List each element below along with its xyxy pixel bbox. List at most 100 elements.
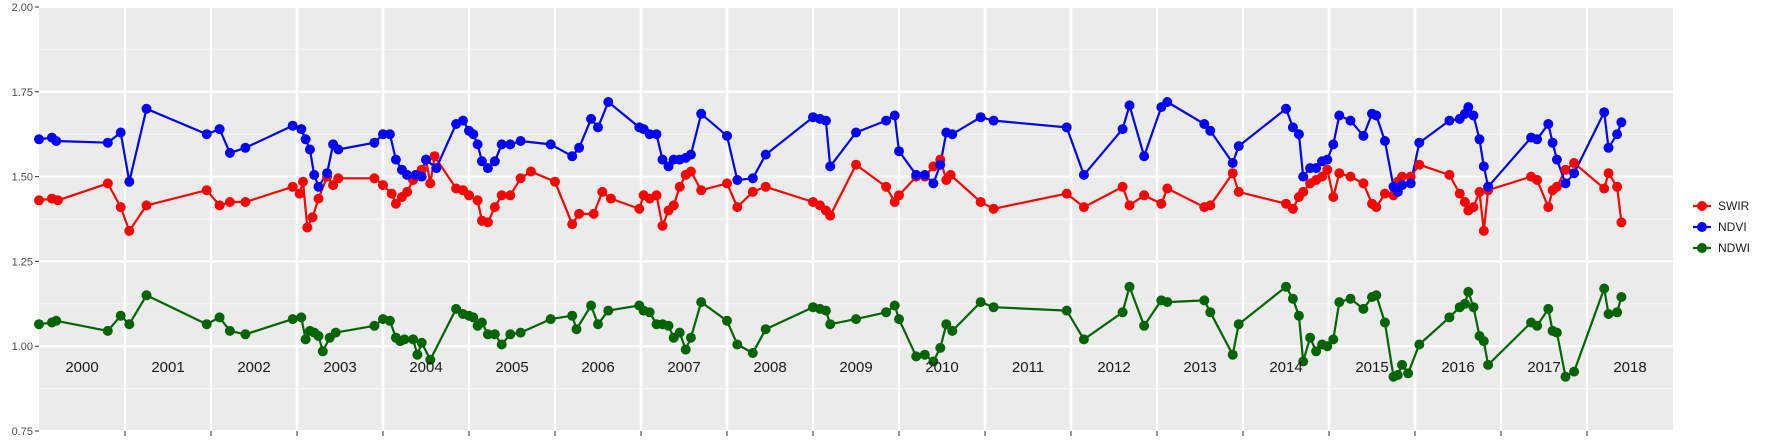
data-point-ndwi xyxy=(919,349,930,360)
data-point-swir xyxy=(298,176,308,187)
data-point-ndwi xyxy=(416,337,427,348)
data-point-ndwi xyxy=(663,320,674,331)
year-label: 2016 xyxy=(1441,359,1474,376)
data-point-ndwi xyxy=(1532,320,1543,331)
data-point-swir xyxy=(1117,181,1128,192)
data-point-swir xyxy=(1454,188,1465,199)
data-point-ndwi xyxy=(1569,366,1580,377)
data-point-ndwi xyxy=(1124,281,1135,292)
data-point-ndvi xyxy=(947,129,958,140)
data-point-ndvi xyxy=(1543,119,1554,129)
data-point-ndwi xyxy=(685,332,696,343)
year-label: 2008 xyxy=(753,359,786,376)
data-point-ndwi xyxy=(300,334,311,345)
data-point-ndwi xyxy=(1599,283,1610,294)
data-point-ndwi xyxy=(1468,302,1479,313)
data-point-ndwi xyxy=(571,324,582,335)
data-point-ndvi xyxy=(224,147,235,158)
data-point-ndvi xyxy=(657,154,668,165)
data-point-ndwi xyxy=(451,303,462,314)
data-point-ndwi xyxy=(603,305,614,316)
data-point-ndwi xyxy=(408,334,419,345)
data-point-ndwi xyxy=(851,314,861,325)
data-point-ndvi xyxy=(296,124,307,135)
data-point-ndwi xyxy=(201,319,212,330)
data-point-ndvi xyxy=(384,129,395,140)
data-point-ndvi xyxy=(476,156,487,167)
data-point-swir xyxy=(1328,192,1339,202)
data-point-swir xyxy=(34,195,44,206)
data-point-ndwi xyxy=(1392,370,1403,380)
data-point-swir xyxy=(634,203,645,214)
data-point-ndvi xyxy=(1078,169,1089,180)
data-point-swir xyxy=(685,166,696,177)
data-point-swir xyxy=(1444,169,1455,180)
data-point-swir xyxy=(505,190,516,201)
data-point-ndwi xyxy=(674,327,685,338)
year-label: 2011 xyxy=(1012,359,1044,376)
data-point-ndwi xyxy=(722,315,732,326)
data-point-ndwi xyxy=(894,314,904,325)
data-point-swir xyxy=(124,225,135,236)
data-point-ndvi xyxy=(935,159,946,170)
data-point-swir xyxy=(851,159,861,170)
data-point-swir xyxy=(464,190,474,201)
data-point-ndwi xyxy=(1117,307,1128,318)
data-point-ndvi xyxy=(651,129,662,140)
y-tick-label: 0.75 xyxy=(12,426,33,438)
data-point-ndwi xyxy=(296,312,307,323)
data-point-swir xyxy=(722,178,732,189)
data-point-swir xyxy=(1371,202,1382,213)
data-point-ndvi xyxy=(1474,134,1485,145)
data-point-swir xyxy=(597,186,608,197)
data-point-ndvi xyxy=(1371,110,1382,121)
data-point-swir xyxy=(1205,200,1216,211)
year-label: 2007 xyxy=(667,359,700,376)
data-point-ndwi xyxy=(1371,290,1382,301)
data-point-swir xyxy=(975,197,986,207)
data-point-ndwi xyxy=(482,329,493,340)
data-point-swir xyxy=(224,197,235,207)
data-point-swir xyxy=(588,208,599,219)
data-point-ndwi xyxy=(1293,310,1304,321)
data-point-swir xyxy=(378,180,388,191)
data-point-swir xyxy=(550,176,560,187)
data-point-swir xyxy=(1227,168,1238,179)
data-point-ndvi xyxy=(1298,171,1309,182)
data-point-ndvi xyxy=(1379,136,1390,146)
data-point-ndvi xyxy=(1478,161,1489,172)
data-point-swir xyxy=(425,178,436,189)
data-point-swir xyxy=(313,193,324,204)
data-point-ndwi xyxy=(317,346,328,357)
data-point-ndvi xyxy=(1205,125,1216,136)
data-point-swir xyxy=(1459,197,1470,207)
year-label: 2018 xyxy=(1613,359,1646,376)
data-point-ndvi xyxy=(1199,119,1210,129)
data-point-ndwi xyxy=(1616,292,1627,302)
data-point-ndwi xyxy=(51,315,62,326)
year-label: 2010 xyxy=(925,359,958,376)
data-point-ndvi xyxy=(482,163,493,174)
data-point-ndwi xyxy=(412,349,423,360)
data-point-ndwi xyxy=(1560,371,1571,382)
data-point-ndwi xyxy=(115,310,126,321)
data-point-ndvi xyxy=(1463,102,1474,113)
year-label: 2003 xyxy=(323,359,356,376)
data-point-swir xyxy=(429,151,440,162)
data-point-ndvi xyxy=(1162,97,1173,107)
data-point-ndwi xyxy=(760,324,771,335)
data-point-swir xyxy=(1124,200,1135,211)
data-point-ndvi xyxy=(747,173,758,184)
data-point-ndwi xyxy=(496,339,507,350)
data-point-ndvi xyxy=(214,124,225,135)
data-point-swir xyxy=(294,188,305,199)
data-point-ndwi xyxy=(1334,297,1345,308)
data-point-swir xyxy=(674,181,685,192)
data-point-swir xyxy=(1468,202,1479,213)
data-point-ndwi xyxy=(214,312,225,323)
data-point-ndvi xyxy=(1532,134,1543,145)
data-point-ndwi xyxy=(313,331,324,341)
data-point-ndwi xyxy=(680,344,691,355)
y-tick-label: 1.50 xyxy=(12,172,33,184)
legend-label-ndvi: NDVI xyxy=(1718,220,1747,234)
